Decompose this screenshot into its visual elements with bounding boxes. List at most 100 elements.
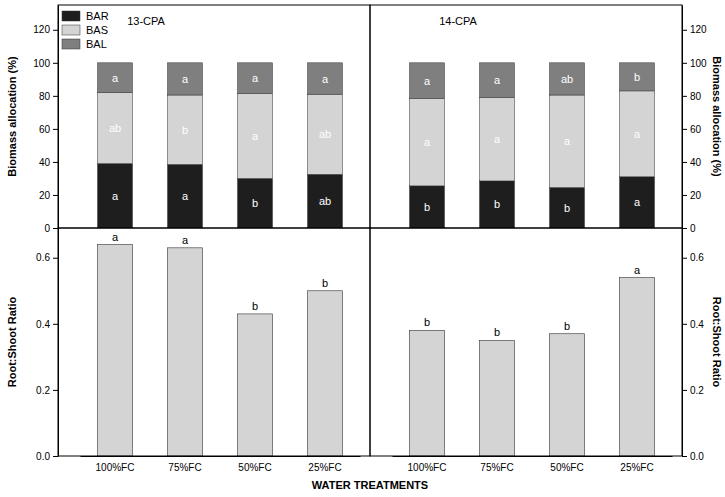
panel-title: 13-CPA (127, 15, 165, 27)
legend-item: BAS (62, 24, 108, 36)
panel: bbba0.00.20.40.6100%FC75%FC50%FC25%FCRoo… (370, 228, 723, 473)
bar-segment (410, 186, 445, 228)
bar-segment (238, 93, 273, 178)
y-tick-mark (53, 258, 58, 259)
significance-letter: a (112, 72, 119, 84)
y-tick-mark (682, 390, 687, 391)
y-tick-label: 0.2 (36, 385, 50, 396)
panel-frame (58, 5, 370, 228)
panel-title: 14-CPA (439, 15, 477, 27)
y-tick-mark (53, 63, 58, 64)
y-tick-mark (682, 456, 687, 457)
significance-letter: a (112, 190, 119, 202)
significance-letter: a (182, 234, 189, 246)
y-tick: 120 (33, 24, 58, 35)
y-tick-label: 0.4 (690, 319, 704, 330)
legend: BARBASBAL (62, 10, 109, 50)
bar-segment (480, 98, 515, 181)
bar (98, 245, 133, 456)
y-axis: 020406080100120 (682, 6, 707, 234)
y-tick-label: 20 (39, 190, 51, 201)
panel: aabababbaabaaaa02040608010012013-CPABiom… (6, 5, 370, 234)
significance-letter: a (112, 231, 119, 243)
y-tick-label: 80 (690, 91, 702, 102)
bar-segment (308, 174, 343, 228)
y-tick: 0 (44, 223, 58, 234)
y-tick-label: 0.6 (36, 252, 50, 263)
significance-letter: a (424, 136, 431, 148)
x-tick-label: 75%FC (480, 462, 513, 473)
significance-letter: ab (319, 195, 331, 207)
x-tick: 50%FC (238, 456, 271, 473)
y-tick-label: 40 (690, 157, 702, 168)
y-tick: 0.4 (36, 319, 58, 330)
y-tick-mark (53, 324, 58, 325)
x-tick-label: 75%FC (168, 462, 201, 473)
significance-letter: ab (109, 122, 121, 134)
figure: aabababbaabaaaa02040608010012013-CPABiom… (0, 0, 725, 497)
significance-letter: a (322, 73, 329, 85)
legend-swatch (62, 25, 80, 35)
bar-segment (98, 164, 133, 228)
y-tick-label: 100 (690, 58, 707, 69)
legend-label: BAR (86, 10, 109, 22)
y-tick-label: 60 (39, 124, 51, 135)
significance-letter: ab (319, 128, 331, 140)
y-tick: 0.0 (36, 451, 58, 462)
x-tick: 100%FC (408, 456, 447, 473)
y-tick-mark (682, 324, 687, 325)
significance-letter: b (424, 316, 430, 328)
panel: bbbaaaaaaaabb02040608010012014-CPABiomas… (370, 5, 723, 234)
y-tick-mark (53, 390, 58, 391)
bar-segment (410, 63, 445, 99)
significance-letter: b (182, 124, 188, 136)
y-axis-line (682, 229, 683, 457)
bar-segment (620, 63, 655, 91)
significance-letter: b (322, 277, 328, 289)
plot-marks (410, 278, 655, 456)
y-tick: 40 (682, 157, 702, 168)
significance-letter: a (494, 133, 501, 145)
y-tick: 80 (682, 91, 702, 102)
x-tick-label: 25%FC (308, 462, 341, 473)
bar-segment (238, 178, 273, 228)
significance-letter: b (252, 300, 258, 312)
plot-texts: aabababbaabaaaa (109, 72, 331, 210)
bar-segment (480, 181, 515, 228)
y-tick: 120 (682, 24, 707, 35)
bar-segment (308, 94, 343, 174)
bar (410, 330, 445, 456)
y-axis-title: Biomass allocation (%) (711, 56, 723, 177)
significance-letter: a (182, 190, 189, 202)
bar (168, 248, 203, 456)
panel-frame (370, 5, 682, 228)
y-tick-mark (682, 63, 687, 64)
significance-letter: b (494, 198, 500, 210)
significance-letter: b (564, 202, 570, 214)
bar-segment (168, 95, 203, 164)
bar-segment (238, 63, 273, 94)
bar-segment (620, 177, 655, 228)
significance-letter: b (634, 71, 640, 83)
x-tick-label: 100%FC (408, 462, 447, 473)
y-tick: 0 (682, 223, 696, 234)
plot-texts: bbbaaaaaaaabb (424, 71, 641, 214)
y-tick-mark (682, 30, 687, 31)
significance-letter: a (424, 75, 431, 87)
bar (480, 340, 515, 456)
bar-segment (550, 63, 585, 95)
bar-segment (480, 63, 515, 98)
y-tick-mark (53, 195, 58, 196)
panel-frame (58, 228, 370, 456)
y-tick-mark (53, 30, 58, 31)
plot-texts: a a b b (112, 231, 328, 312)
bar-segment (168, 63, 203, 95)
significance-letter: b (494, 326, 500, 338)
y-tick-mark (53, 129, 58, 130)
y-tick-label: 0 (690, 223, 696, 234)
bar-segment (550, 188, 585, 228)
y-tick: 20 (682, 190, 702, 201)
x-axis-line (393, 456, 673, 457)
significance-letter: ab (561, 73, 573, 85)
legend-item: BAR (62, 10, 109, 22)
